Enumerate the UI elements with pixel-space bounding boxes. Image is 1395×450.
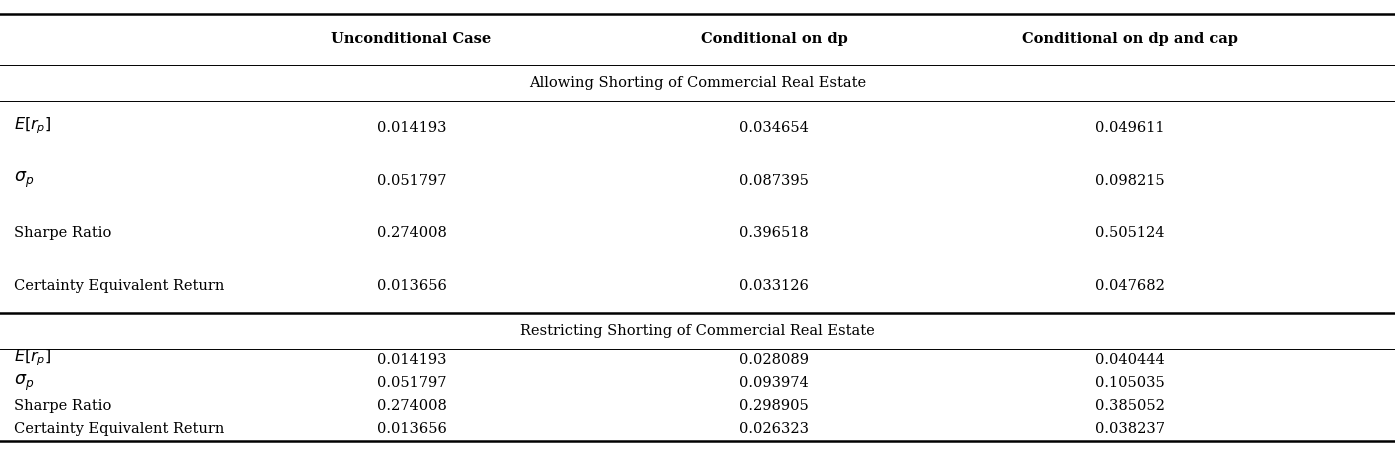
Text: Sharpe Ratio: Sharpe Ratio [14,226,112,240]
Text: 0.051797: 0.051797 [377,174,446,188]
Text: Restricting Shorting of Commercial Real Estate: Restricting Shorting of Commercial Real … [520,324,875,338]
Text: 0.013656: 0.013656 [377,279,446,293]
Text: 0.038237: 0.038237 [1095,423,1165,436]
Text: 0.014193: 0.014193 [377,353,446,367]
Text: 0.049611: 0.049611 [1095,121,1165,135]
Text: 0.033126: 0.033126 [739,279,809,293]
Text: Certainty Equivalent Return: Certainty Equivalent Return [14,279,225,293]
Text: 0.040444: 0.040444 [1095,353,1165,367]
Text: Allowing Shorting of Commercial Real Estate: Allowing Shorting of Commercial Real Est… [529,76,866,90]
Text: Certainty Equivalent Return: Certainty Equivalent Return [14,423,225,436]
Text: Sharpe Ratio: Sharpe Ratio [14,400,112,414]
Text: 0.028089: 0.028089 [739,353,809,367]
Text: Conditional on dp: Conditional on dp [700,32,848,46]
Text: 0.274008: 0.274008 [377,226,446,240]
Text: 0.298905: 0.298905 [739,400,809,414]
Text: 0.051797: 0.051797 [377,376,446,390]
Text: 0.505124: 0.505124 [1095,226,1165,240]
Text: 0.385052: 0.385052 [1095,400,1165,414]
Text: 0.087395: 0.087395 [739,174,809,188]
Text: 0.093974: 0.093974 [739,376,809,390]
Text: 0.047682: 0.047682 [1095,279,1165,293]
Text: 0.274008: 0.274008 [377,400,446,414]
Text: 0.013656: 0.013656 [377,423,446,436]
Text: $E\left[r_p\right]$: $E\left[r_p\right]$ [14,348,52,369]
Text: 0.034654: 0.034654 [739,121,809,135]
Text: $E\left[r_p\right]$: $E\left[r_p\right]$ [14,115,52,136]
Text: 0.396518: 0.396518 [739,226,809,240]
Text: 0.014193: 0.014193 [377,121,446,135]
Text: 0.098215: 0.098215 [1095,174,1165,188]
Text: Conditional on dp and cap: Conditional on dp and cap [1023,32,1237,46]
Text: $\sigma_p$: $\sigma_p$ [14,372,33,392]
Text: 0.105035: 0.105035 [1095,376,1165,390]
Text: $\sigma_p$: $\sigma_p$ [14,170,33,190]
Text: 0.026323: 0.026323 [739,423,809,436]
Text: Unconditional Case: Unconditional Case [332,32,491,46]
